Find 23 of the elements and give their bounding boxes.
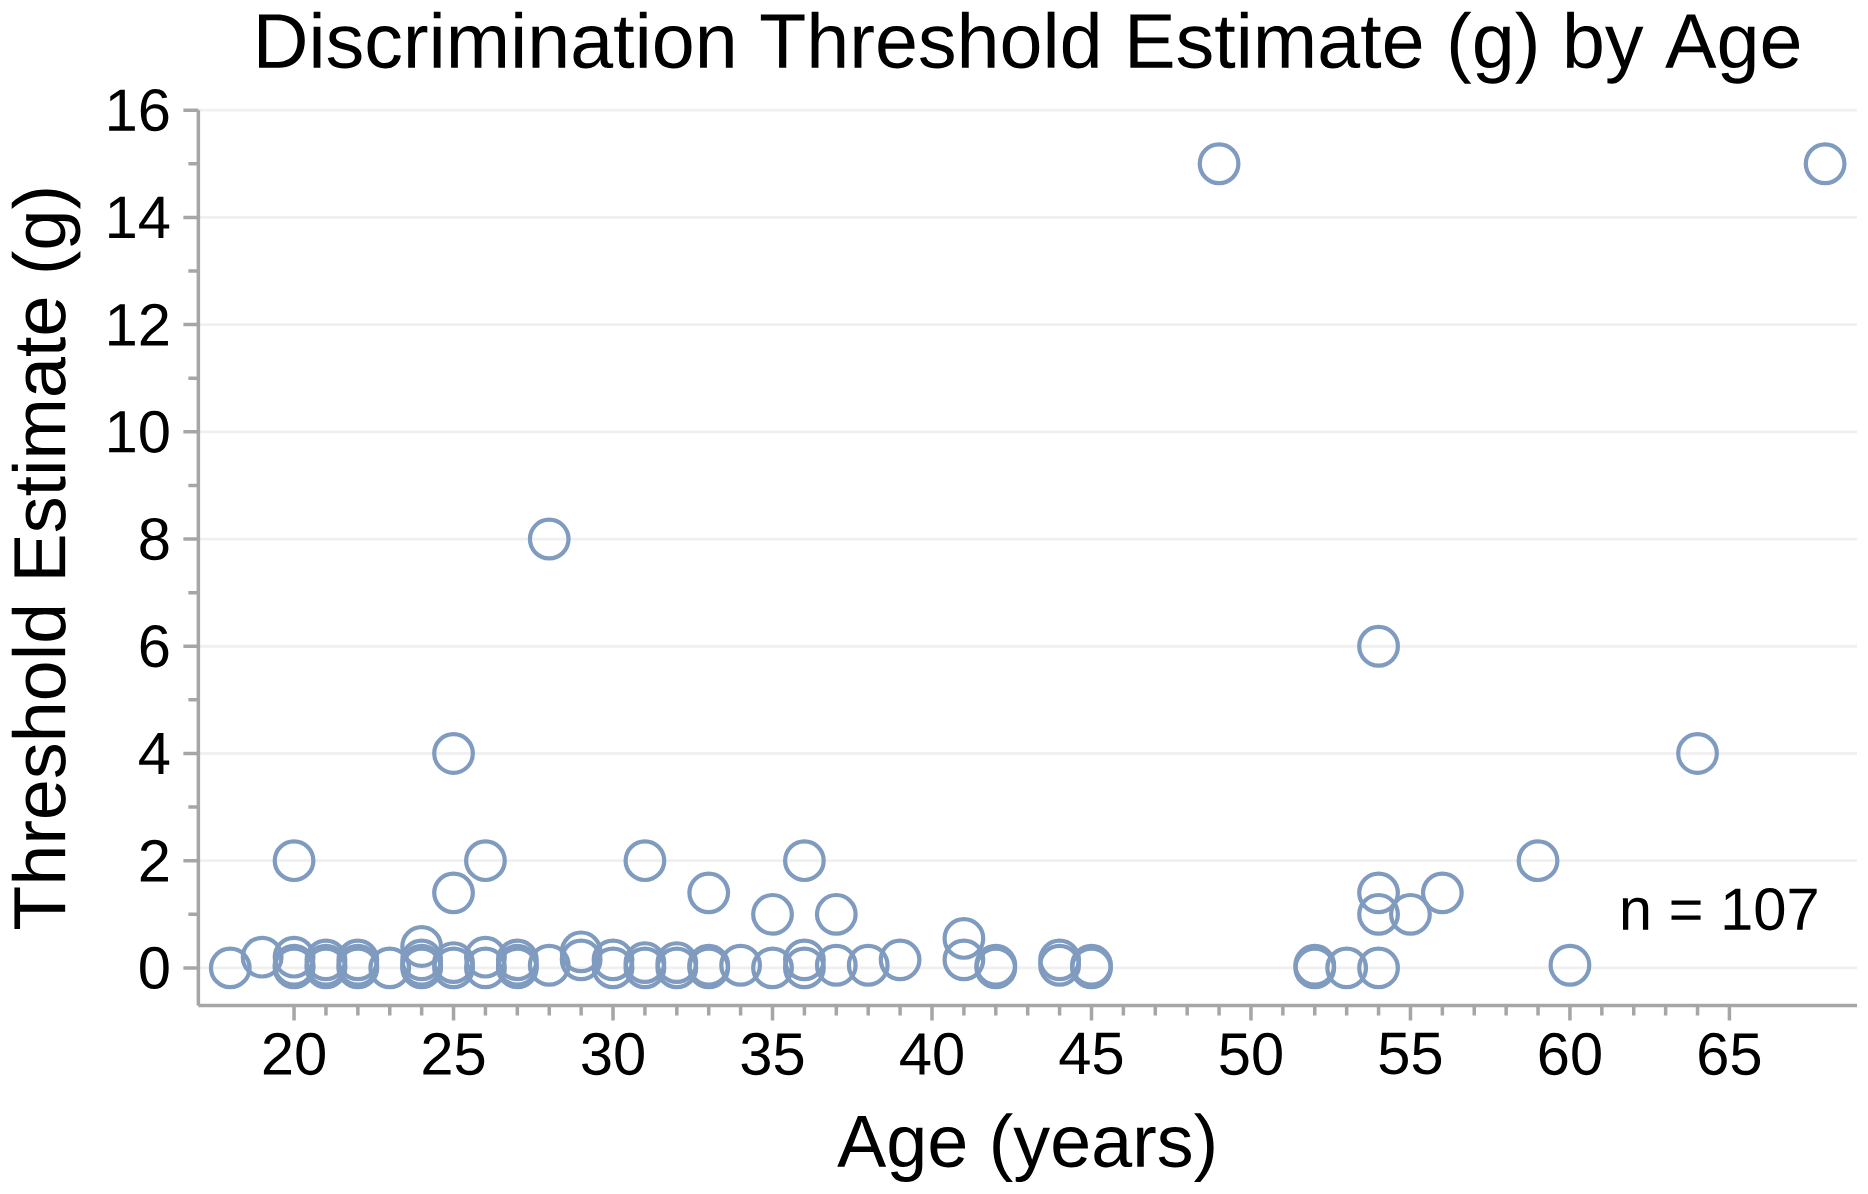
y-axis-title: Threshold Estimate (g)	[11, 189, 81, 930]
x-tick-label: 50	[1220, 1032, 1282, 1076]
y-tick-label: 16	[109, 89, 169, 132]
x-axis-title: Age (years)	[837, 1113, 1214, 1183]
x-tick-label: 40	[900, 1032, 963, 1076]
annotation: n = 107	[1622, 888, 1817, 931]
y-tick-label: 0	[140, 946, 169, 990]
y-tick-label: 2	[140, 839, 168, 882]
y-tick-label: 4	[139, 733, 170, 775]
chart-title: Discrimination Threshold Estimate (g) by Age	[259, 11, 1800, 84]
y-tick-label: 14	[109, 196, 170, 239]
y-tick-label: 6	[140, 625, 169, 668]
x-tick-label: 30	[582, 1032, 644, 1076]
x-tick-label: 60	[1539, 1032, 1601, 1076]
y-tick-label: 10	[109, 410, 169, 454]
x-tick-label: 55	[1379, 1032, 1442, 1075]
y-tick-label: 12	[109, 303, 168, 346]
x-tick-label: 35	[741, 1032, 804, 1076]
x-tick-label: 45	[1059, 1032, 1123, 1075]
x-tick-label: 65	[1699, 1032, 1761, 1076]
y-tick-label: 8	[140, 518, 169, 561]
x-tick-label: 20	[263, 1032, 325, 1076]
x-tick-label: 25	[423, 1032, 485, 1076]
